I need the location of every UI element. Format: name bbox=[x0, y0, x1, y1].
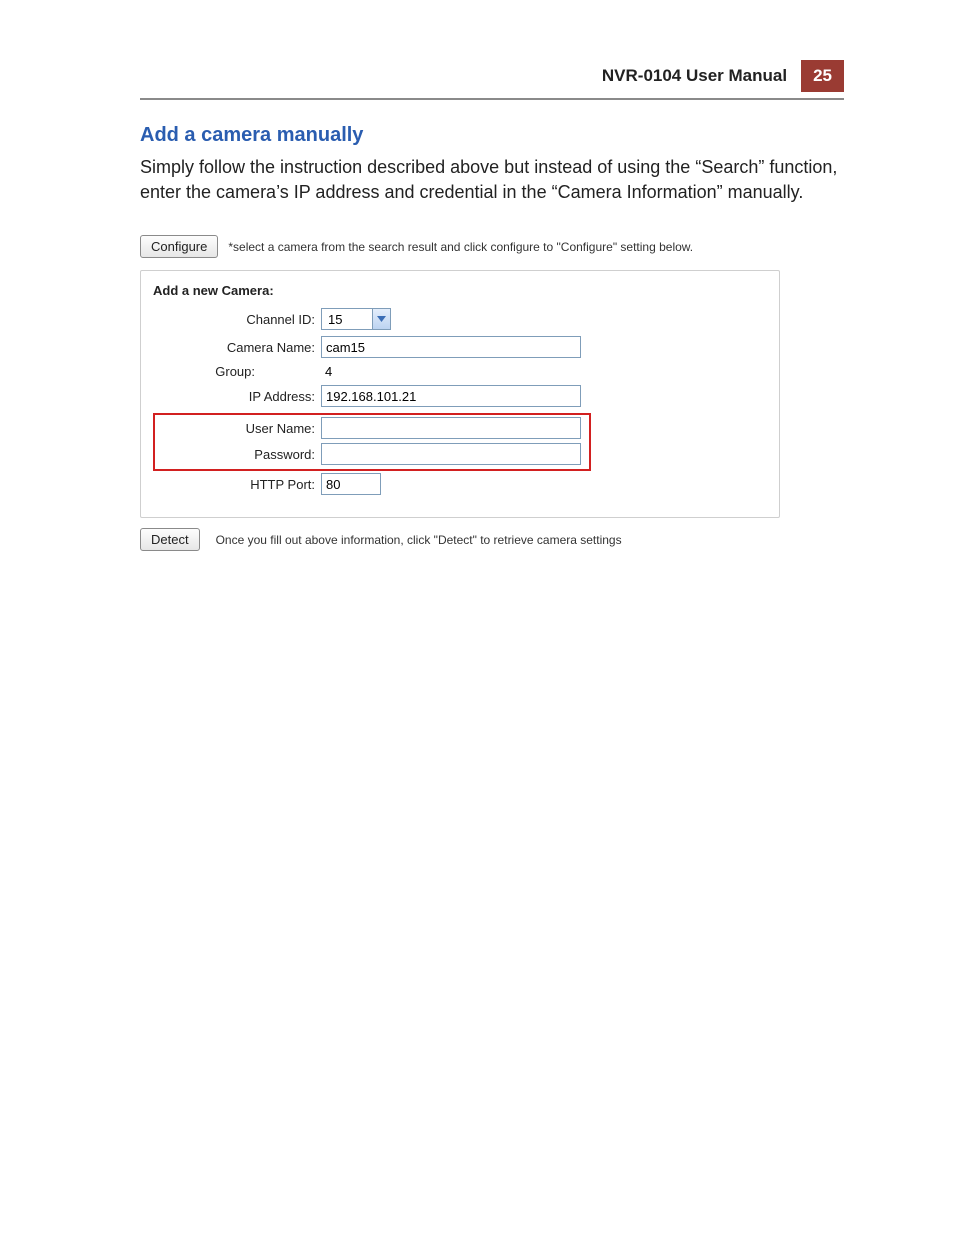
label-channel-id: Channel ID: bbox=[153, 312, 321, 327]
label-http-port: HTTP Port: bbox=[153, 477, 321, 492]
row-http-port: HTTP Port: bbox=[153, 473, 767, 495]
page-number-badge: 25 bbox=[801, 60, 844, 92]
group-value: 4 bbox=[323, 364, 332, 379]
page-header: NVR-0104 User Manual 25 bbox=[140, 60, 844, 100]
configure-hint: *select a camera from the search result … bbox=[228, 240, 693, 254]
detect-row: Detect Once you fill out above informati… bbox=[140, 528, 844, 551]
row-camera-name: Camera Name: bbox=[153, 336, 767, 358]
row-user-name: User Name: bbox=[157, 417, 587, 439]
configure-button[interactable]: Configure bbox=[140, 235, 218, 258]
label-camera-name: Camera Name: bbox=[153, 340, 321, 355]
credentials-highlight: User Name: Password: bbox=[153, 413, 591, 471]
ip-address-input[interactable] bbox=[321, 385, 581, 407]
chevron-down-icon bbox=[372, 309, 390, 329]
form-title: Add a new Camera: bbox=[153, 283, 767, 298]
label-password: Password: bbox=[157, 447, 321, 462]
row-password: Password: bbox=[157, 443, 587, 465]
row-channel-id: Channel ID: 15 bbox=[153, 308, 767, 330]
http-port-input[interactable] bbox=[321, 473, 381, 495]
label-user-name: User Name: bbox=[157, 421, 321, 436]
section-body: Simply follow the instruction described … bbox=[140, 155, 844, 205]
section-heading: Add a camera manually bbox=[140, 124, 844, 147]
label-group: Group: bbox=[153, 364, 261, 379]
camera-name-input[interactable] bbox=[321, 336, 581, 358]
add-camera-form: Add a new Camera: Channel ID: 15 Camera … bbox=[140, 270, 780, 518]
channel-id-select[interactable]: 15 bbox=[321, 308, 391, 330]
detect-hint: Once you fill out above information, cli… bbox=[216, 533, 622, 547]
channel-id-value: 15 bbox=[322, 312, 372, 327]
screenshot-panel: Configure *select a camera from the sear… bbox=[140, 235, 844, 551]
row-ip-address: IP Address: bbox=[153, 385, 767, 407]
row-group: Group: 4 bbox=[153, 364, 767, 379]
label-ip-address: IP Address: bbox=[153, 389, 321, 404]
manual-page: NVR-0104 User Manual 25 Add a camera man… bbox=[0, 0, 954, 591]
user-name-input[interactable] bbox=[321, 417, 581, 439]
manual-title: NVR-0104 User Manual bbox=[602, 66, 787, 86]
detect-button[interactable]: Detect bbox=[140, 528, 200, 551]
configure-row: Configure *select a camera from the sear… bbox=[140, 235, 844, 258]
password-input[interactable] bbox=[321, 443, 581, 465]
